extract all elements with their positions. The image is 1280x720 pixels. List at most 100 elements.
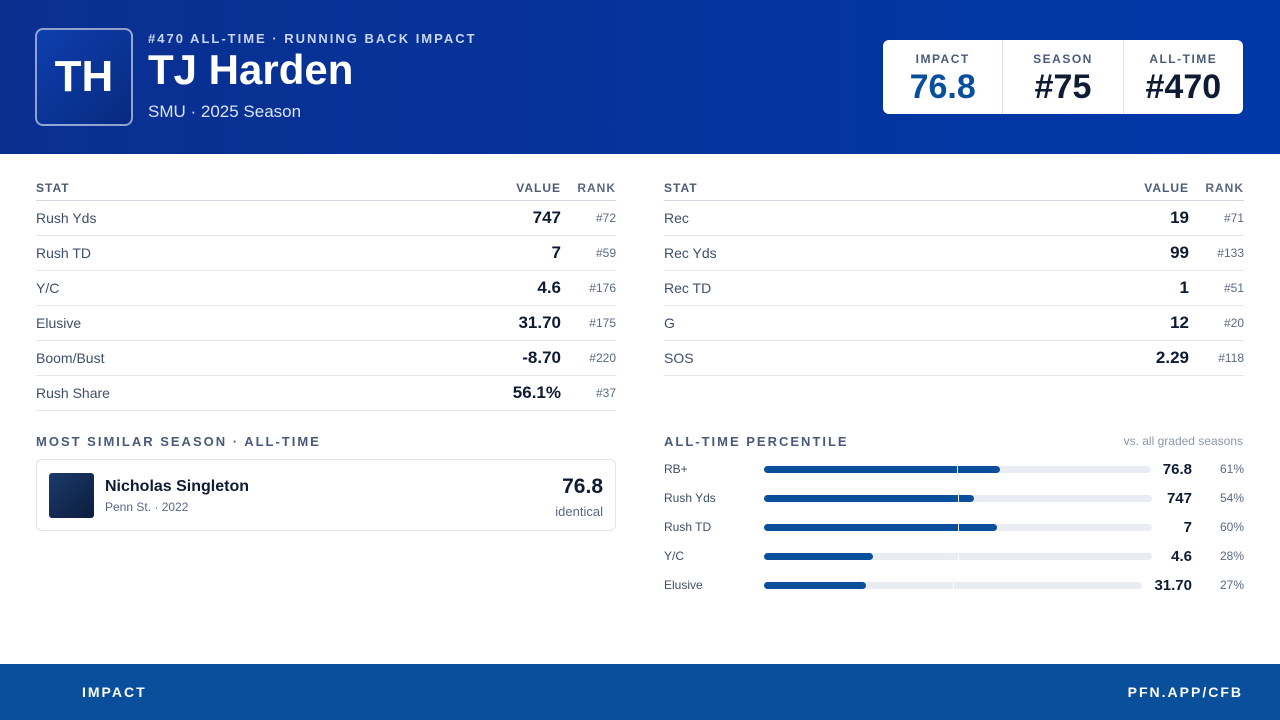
median-marker: [957, 465, 959, 473]
bar-track: [764, 465, 1151, 473]
stat-rank: #72: [595, 211, 616, 225]
eyebrow: #470 ALL-TIME · RUNNING BACK IMPACT: [148, 31, 477, 46]
table-row: Boom/Bust -8.70 #220: [36, 341, 616, 376]
stat-rank: #176: [589, 281, 616, 295]
median-marker: [958, 523, 959, 531]
percentile-label: 54%: [1219, 491, 1244, 505]
stat-name: Rec Yds: [664, 245, 717, 261]
percentile-bar: [764, 581, 867, 589]
footer: IMPACT PFN.APP/CFB: [0, 664, 1280, 720]
stat-name: Rush Share: [36, 385, 110, 401]
badge-value: #75: [1034, 68, 1092, 106]
median-marker: [953, 581, 955, 589]
subtitle: SMU · 2025 Season: [148, 102, 302, 121]
similar-score: 76.8: [562, 475, 603, 498]
player-name: TJ Harden: [148, 46, 354, 93]
section-note: vs. all graded seasons: [1123, 434, 1243, 448]
section-title: ALL-TIME PERCENTILE: [664, 434, 849, 449]
footer-brand: IMPACT: [82, 684, 147, 700]
median-marker: [958, 552, 959, 560]
stat-value: 4.6: [537, 278, 561, 297]
stat-value: 1: [1179, 278, 1189, 297]
stat-name: Elusive: [36, 315, 82, 331]
percentile-stat: RB+: [664, 462, 688, 476]
percentile-value: 7: [1183, 518, 1192, 536]
percentile-stat: Elusive: [664, 578, 703, 592]
header: TH #470 ALL-TIME · RUNNING BACK IMPACT T…: [0, 0, 1280, 154]
percentile-bar: [764, 552, 873, 560]
stat-value: 19: [1170, 208, 1189, 227]
stat-name: Boom/Bust: [36, 350, 105, 366]
percentile-stat: Y/C: [664, 549, 685, 563]
column-header: STAT: [36, 181, 70, 195]
badge-label: ALL-TIME: [1149, 52, 1218, 66]
column-header: VALUE: [1144, 181, 1189, 195]
thumbnail: [49, 473, 94, 518]
stat-value: -8.70: [522, 348, 561, 367]
percentile-stat: Rush TD: [664, 520, 712, 534]
stat-rank: #71: [1223, 211, 1244, 225]
stat-table: STAT VALUE RANK Rec 19 #71 Rec Yds 99 #133 Rec TD…: [664, 176, 1244, 376]
badge: IMPACT 76.8: [883, 40, 1002, 114]
stat-name: Rush Yds: [36, 210, 97, 226]
percentile-bar: [764, 523, 997, 531]
table-header: STAT VALUE RANK: [36, 176, 616, 201]
footer-url: PFN.APP/CFB: [1127, 684, 1243, 700]
column-header: RANK: [577, 181, 616, 195]
stat-value: 12: [1170, 313, 1189, 332]
column-header: RANK: [1205, 181, 1244, 195]
badge-label: SEASON: [1033, 52, 1093, 66]
percentile-value: 4.6: [1171, 547, 1192, 565]
similar-detail: Penn St. · 2022: [105, 500, 189, 514]
table-row: Rush TD 7 #59: [36, 236, 616, 271]
percentile-row: RB+ 76.8 61%: [664, 459, 1244, 479]
stat-name: Rec: [664, 210, 689, 226]
badges: IMPACT 76.8 SEASON #75 ALL-TIME #470: [883, 40, 1243, 114]
stat-rank: #220: [589, 351, 616, 365]
table-header: STAT VALUE RANK: [664, 176, 1244, 201]
bar-track: [764, 494, 1152, 502]
percentile-value: 31.70: [1154, 576, 1192, 594]
bar-track: [764, 552, 1152, 560]
percentile-value: 76.8: [1162, 460, 1192, 478]
badge-value: #470: [1145, 68, 1222, 106]
bar-track: [764, 581, 1143, 589]
table-row: Rush Yds 747 #72: [36, 201, 616, 236]
percentile-row: Y/C 4.6 28%: [664, 546, 1244, 566]
similar-note: identical: [555, 504, 603, 519]
stat-rank: #59: [595, 246, 616, 260]
stat-value: 99: [1170, 243, 1189, 262]
stat-table: STAT VALUE RANK Rush Yds 747 #72 Rush TD 7 #59 Y/…: [36, 176, 616, 411]
percentile-stat: Rush Yds: [664, 491, 716, 505]
badge: ALL-TIME #470: [1122, 40, 1243, 114]
stat-rank: #175: [589, 316, 616, 330]
stat-value: 56.1%: [512, 383, 561, 402]
stat-value: 7: [551, 243, 561, 262]
stat-rank: #118: [1218, 351, 1244, 365]
percentile-value: 747: [1166, 489, 1192, 507]
badge-value: 76.8: [909, 68, 976, 106]
table-row: Rec Yds 99 #133: [664, 236, 1244, 271]
stat-name: Rush TD: [36, 245, 91, 261]
stat-rank: #37: [595, 386, 616, 400]
table-row: G 12 #20: [664, 306, 1244, 341]
column-header: STAT: [664, 181, 698, 195]
percentile-row: Rush TD 7 60%: [664, 517, 1244, 537]
bar-track: [764, 523, 1152, 531]
table-row: Y/C 4.6 #176: [36, 271, 616, 306]
percentile-label: 61%: [1219, 462, 1244, 476]
stat-value: 747: [532, 208, 561, 227]
table-row: Rec TD 1 #51: [664, 271, 1244, 306]
percentile-bar: [764, 465, 1000, 473]
stat-value: 2.29: [1155, 348, 1189, 367]
percentile-row: Elusive 31.70 27%: [664, 575, 1244, 595]
similar-card: Nicholas Singleton Penn St. · 2022 76.8 ide…: [36, 459, 616, 531]
section-title: MOST SIMILAR SEASON · ALL-TIME: [36, 434, 321, 449]
percentile-row: Rush Yds 747 54%: [664, 488, 1244, 508]
column-header: VALUE: [516, 181, 561, 195]
table-row: Rush Share 56.1% #37: [36, 376, 616, 411]
median-marker: [958, 494, 959, 502]
table-row: Elusive 31.70 #175: [36, 306, 616, 341]
